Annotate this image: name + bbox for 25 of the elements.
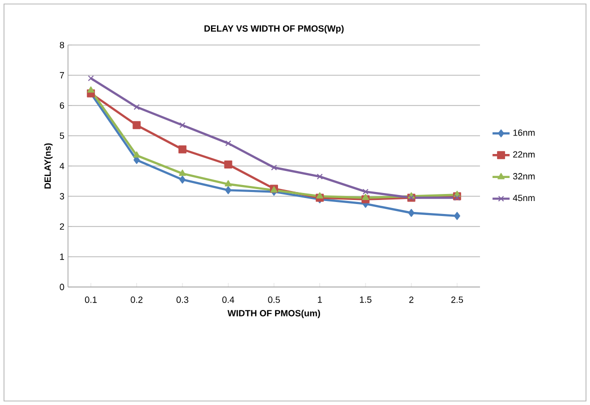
- x-tick-label: 0.4: [222, 296, 234, 303]
- chart-title: DELAY VS WIDTH OF PMOS(Wp): [204, 25, 344, 34]
- y-tick-label: 8: [60, 42, 64, 48]
- x-tick-label: 1.5: [360, 296, 372, 303]
- legend-label: 22nm: [513, 151, 535, 158]
- x-tick-label: 0.2: [130, 296, 142, 303]
- legend-label: 45nm: [512, 194, 535, 202]
- x-tick-label: 0.3: [176, 296, 188, 303]
- y-tick-label: 0: [60, 284, 64, 290]
- y-axis-title: DELAY(ns): [44, 143, 53, 188]
- y-tick-label: 4: [60, 162, 64, 170]
- y-tick-label: 7: [60, 72, 64, 78]
- x-axis-title: WIDTH OF PMOS(um): [228, 310, 320, 318]
- legend-label: 16nm: [513, 129, 535, 136]
- x-tick-label: 0.1: [84, 296, 97, 303]
- y-tick-label: 6: [60, 102, 64, 109]
- x-tick-label: 0.5: [268, 296, 280, 303]
- y-tick-label: 3: [60, 193, 64, 200]
- legend-label: 32nm: [513, 173, 535, 180]
- x-tick-label: 1: [318, 296, 322, 303]
- y-tick-label: 5: [60, 132, 64, 139]
- y-tick-label: 2: [60, 223, 64, 230]
- y-tick-label: 1: [60, 254, 64, 260]
- x-tick-label: 2: [409, 296, 414, 303]
- x-tick-label: 2.5: [451, 296, 463, 303]
